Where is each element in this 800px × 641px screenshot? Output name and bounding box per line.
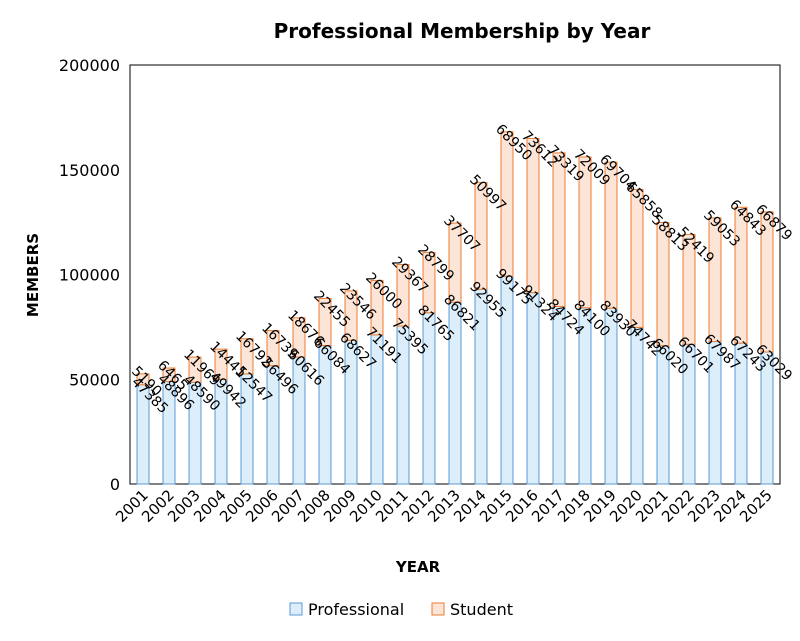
x-axis-title: YEAR (395, 558, 441, 576)
bar-professional-2016 (526, 292, 540, 485)
legend-swatch-professional (289, 602, 303, 616)
legend-label-professional: Professional (308, 600, 404, 619)
y-tick-label: 100000 (59, 266, 120, 285)
bar-student-2004 (214, 348, 228, 380)
bar-professional-2008 (318, 345, 332, 485)
legend-label-student: Student (450, 600, 513, 619)
bar-professional-2020 (630, 326, 644, 485)
bar-student-2013 (448, 222, 462, 303)
bar-student-2005 (240, 338, 254, 375)
bar-student-2010 (370, 279, 384, 336)
bar-student-2017 (552, 152, 566, 308)
bar-student-2014 (474, 181, 488, 290)
bar-student-2003 (188, 356, 202, 383)
chart-title: Professional Membership by Year (274, 19, 651, 43)
bar-professional-2012 (422, 312, 436, 485)
bar-student-2007 (292, 317, 306, 358)
y-tick-label: 200000 (59, 56, 120, 75)
bar-student-2025 (760, 211, 774, 353)
bar-student-2002 (162, 367, 176, 383)
bar-student-2023 (708, 217, 722, 343)
bar-student-2022 (682, 233, 696, 345)
legend-swatch-student (431, 602, 445, 616)
bar-student-2009 (344, 290, 358, 341)
bar-student-2019 (604, 161, 618, 309)
legend: Professional Student (289, 600, 513, 619)
bar-student-2001 (136, 373, 150, 386)
bar-student-2020 (630, 188, 644, 328)
y-tick-label: 0 (110, 475, 120, 494)
bar-student-2011 (396, 264, 410, 327)
bar-student-2015 (500, 131, 514, 277)
bar-student-2024 (734, 206, 748, 344)
y-tick-label: 150000 (59, 161, 120, 180)
y-tick-label: 50000 (69, 370, 120, 389)
bar-professional-2021 (656, 345, 670, 485)
bar-student-2006 (266, 330, 280, 367)
y-axis-title: MEMBERS (24, 233, 42, 317)
bar-professional-2017 (552, 306, 566, 485)
bar-student-2018 (578, 156, 592, 309)
bar-student-2021 (656, 221, 670, 347)
bar-student-2012 (422, 251, 436, 314)
bar-student-2008 (318, 298, 332, 347)
bar-professional-2018 (578, 307, 592, 485)
bar-student-2016 (526, 137, 540, 294)
